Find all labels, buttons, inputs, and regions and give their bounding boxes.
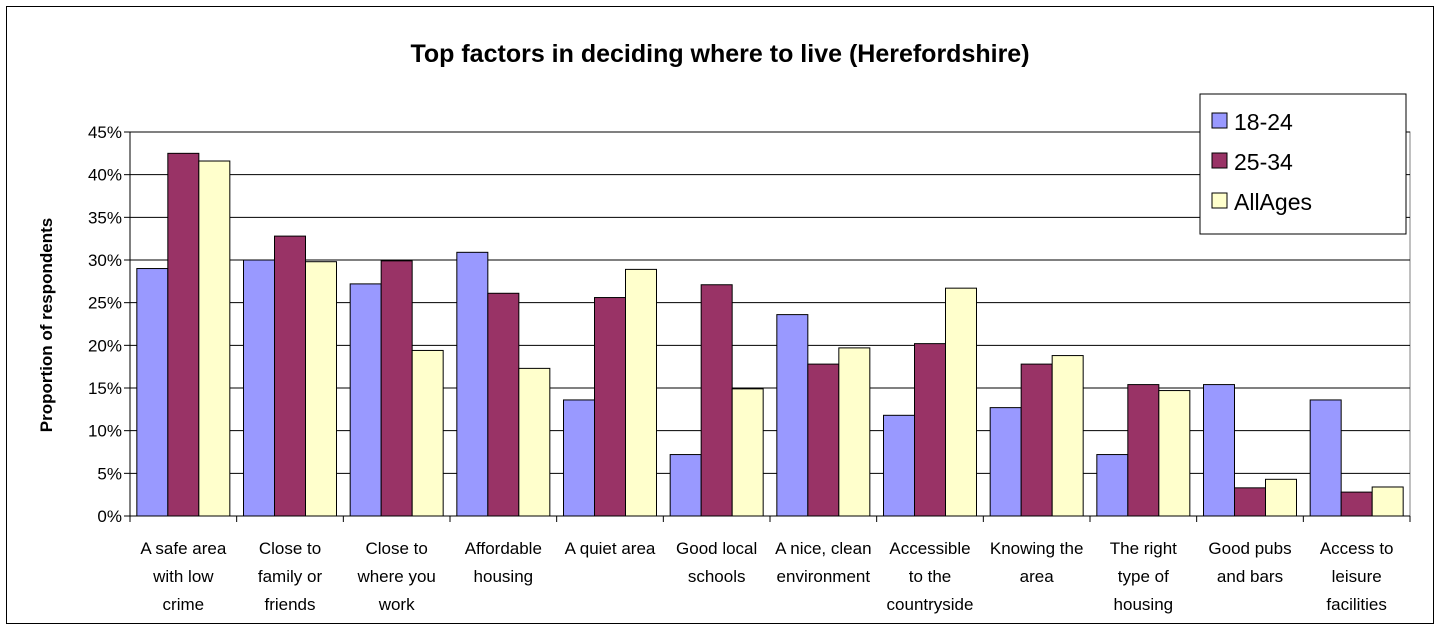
bar (198, 160, 231, 517)
bar (807, 363, 840, 517)
bar (1051, 355, 1084, 517)
bar (243, 259, 275, 517)
bar (487, 292, 520, 517)
legend-label: 25-34 (1234, 149, 1293, 175)
bar (945, 287, 977, 517)
bar (1371, 486, 1404, 517)
bar (1340, 491, 1373, 517)
x-tick-label: Good local schools (676, 539, 757, 586)
bar (1234, 487, 1266, 517)
bar (518, 367, 551, 517)
x-tick-label: Access to leisure facilities (1320, 539, 1394, 614)
y-tick-label: 20% (88, 336, 122, 355)
bar (731, 388, 764, 517)
y-tick-label: 40% (88, 166, 122, 185)
bar (1158, 390, 1191, 517)
x-tick-label: Close to where you work (356, 539, 435, 614)
y-tick-label: 10% (88, 422, 122, 441)
bar (305, 261, 337, 517)
legend-swatch (1211, 152, 1228, 169)
x-tick-label: Knowing the area (990, 539, 1084, 586)
bar (1265, 478, 1297, 517)
x-tick-label: Close to family or friends (258, 539, 323, 614)
bar (349, 283, 382, 517)
y-tick-label: 35% (88, 208, 122, 227)
bar (380, 260, 413, 517)
bar (1127, 384, 1160, 517)
legend-label: 18-24 (1234, 109, 1293, 135)
x-tick-label: Accessible to the countryside (887, 539, 974, 614)
chart-title: Top factors in deciding where to live (H… (410, 40, 1029, 68)
plot-background (129, 131, 1411, 517)
x-tick-label: A quiet area (565, 539, 656, 558)
y-tick-label: 25% (88, 294, 122, 313)
bar (989, 407, 1022, 517)
bar (563, 399, 595, 517)
bar (274, 235, 306, 517)
bar (1203, 384, 1235, 517)
bar (1096, 454, 1129, 517)
bar (776, 314, 809, 517)
x-tick-label: Good pubs and bars (1208, 539, 1291, 586)
legend-swatch (1211, 192, 1228, 209)
bar (883, 414, 915, 517)
legend-label: AllAges (1234, 189, 1312, 215)
bar (700, 284, 733, 517)
x-tick-label: A safe area with low crime (140, 539, 227, 614)
x-tick-label: A nice, clean environment (775, 539, 871, 586)
bar (625, 268, 657, 517)
legend: 18-24 25-34 AllAges (1199, 93, 1407, 235)
bar (1309, 399, 1342, 517)
bar (411, 349, 444, 517)
bar (838, 347, 871, 517)
y-tick-label: 5% (97, 464, 122, 483)
bar (594, 297, 626, 517)
bar (456, 251, 489, 517)
bar (669, 454, 702, 517)
x-tick-label: The right type of housing (1110, 539, 1177, 614)
y-tick-label: 45% (88, 123, 122, 142)
legend-swatch (1211, 112, 1228, 129)
legend-box (1199, 93, 1407, 235)
bar (914, 343, 946, 517)
y-tick-label: 15% (88, 379, 122, 398)
plot-area: 0% 5% 10% 15% 20% 25% 30% 35% 40% 45% A safe area w… (88, 123, 1411, 614)
y-tick-label: 30% (88, 251, 122, 270)
x-tick-label: Affordable housing (465, 539, 542, 586)
y-axis-label: Proportion of respondents (37, 218, 56, 432)
bar (167, 152, 200, 517)
bar (1020, 363, 1053, 517)
y-tick-label: 0% (97, 507, 122, 526)
bar (136, 268, 169, 517)
